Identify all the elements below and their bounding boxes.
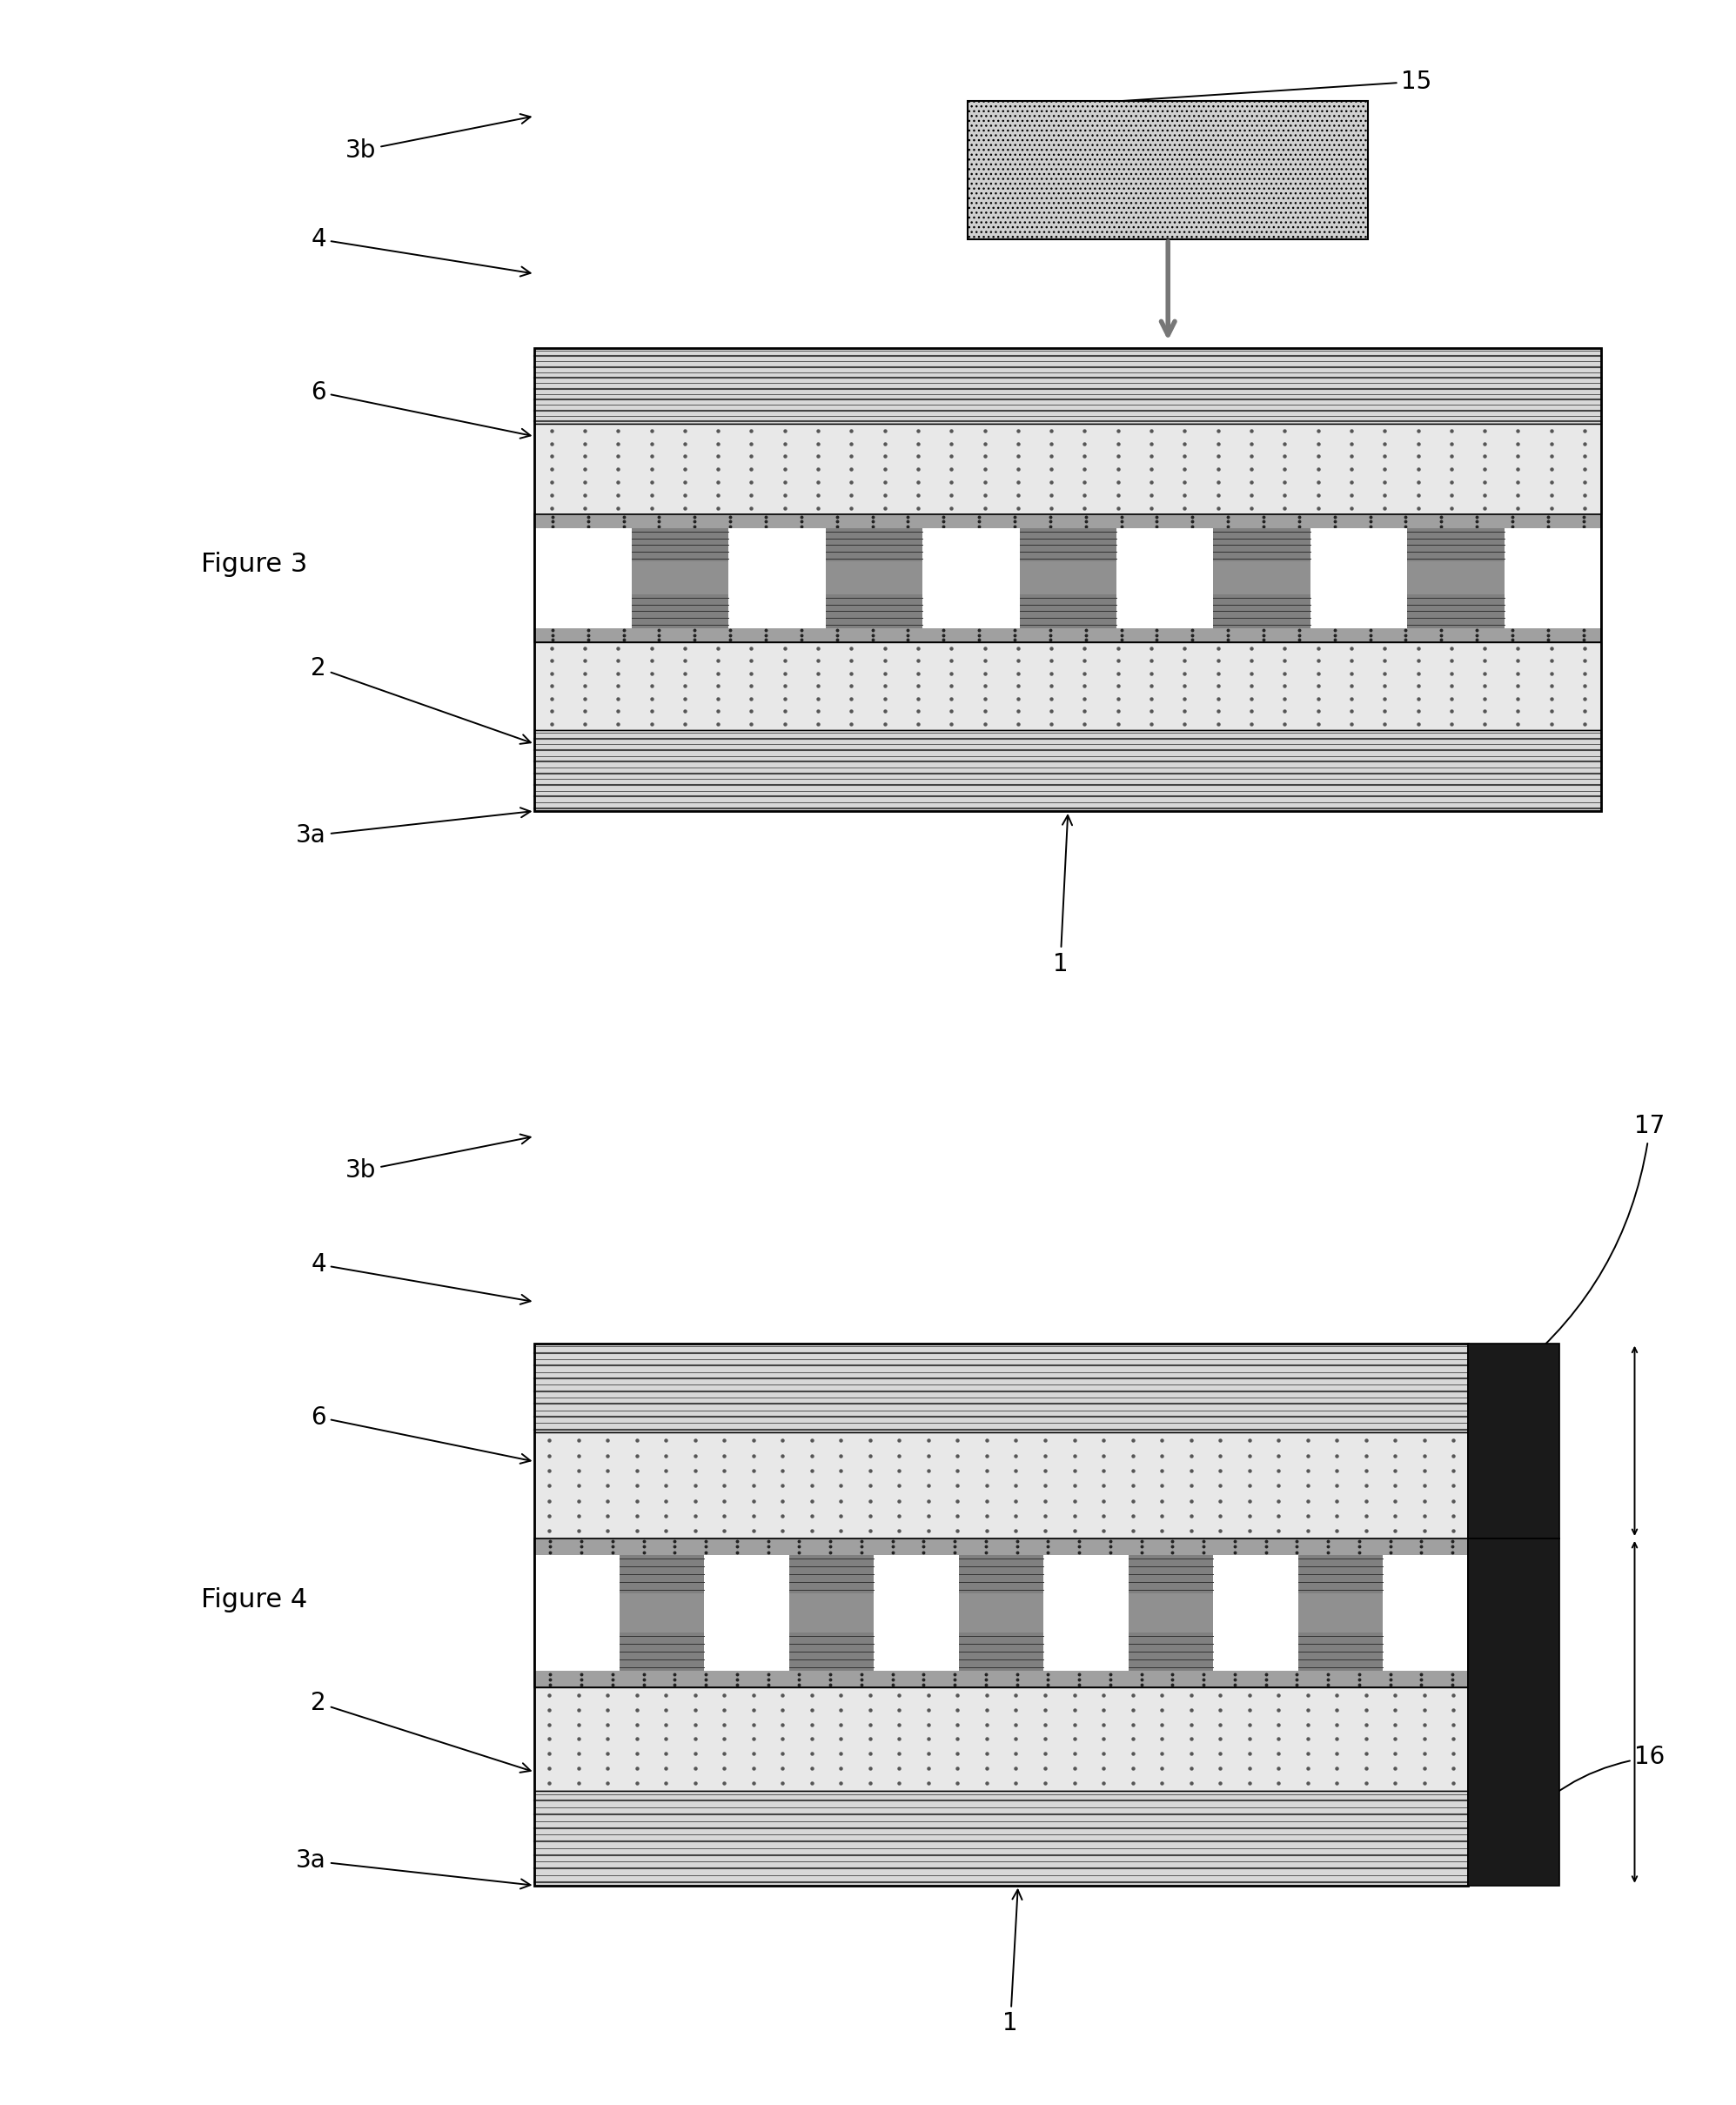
Text: 15: 15 [972,69,1432,116]
Bar [1213,562,1311,596]
Bar [1469,1343,1559,1539]
Bar [535,423,1601,514]
Bar [826,596,922,627]
Text: 2: 2 [311,657,531,743]
Bar [535,514,1601,528]
Text: 16: 16 [1517,1745,1665,1829]
Text: 17: 17 [1517,1114,1665,1370]
Text: 3b: 3b [345,1135,531,1183]
Bar [790,1593,873,1631]
Bar [790,1556,873,1593]
Bar [535,514,1601,642]
Bar [826,562,922,596]
Bar [535,1688,1469,1791]
Bar [1213,1556,1299,1671]
Bar [1469,1539,1559,1886]
Bar [1116,528,1213,627]
Bar [535,1539,1469,1688]
Bar [620,1556,705,1593]
Bar [1408,596,1505,627]
Bar [535,1539,1469,1556]
Bar [1213,528,1311,562]
Bar [535,514,1601,642]
Bar [1128,1593,1213,1631]
Bar [535,1343,1469,1434]
Bar [969,101,1368,240]
Bar [535,347,1601,423]
Bar [1311,528,1408,627]
Text: 6: 6 [311,379,531,438]
Bar [632,528,729,562]
Bar [535,1343,1469,1886]
Bar [1408,528,1505,562]
Bar [1019,528,1116,562]
Bar [1019,596,1116,627]
Bar [705,1556,790,1671]
Bar [1299,1556,1384,1593]
Bar [632,562,729,596]
Text: Figure 4: Figure 4 [201,1587,307,1612]
Text: 2: 2 [311,1690,531,1772]
Bar [535,1791,1469,1886]
Bar [535,1434,1469,1539]
Bar [958,1631,1043,1671]
Bar [535,730,1601,810]
Text: Figure 3: Figure 3 [201,552,307,577]
Bar [958,1556,1043,1593]
Bar [535,528,632,627]
Bar [729,528,826,627]
Bar [958,1593,1043,1631]
Bar [632,596,729,627]
Text: 3b: 3b [345,114,531,162]
Bar [922,528,1019,627]
Text: 1: 1 [1003,1890,1023,2036]
Bar [620,1593,705,1631]
Text: 3a: 3a [297,808,531,848]
Bar [535,627,1601,642]
Text: 3a: 3a [297,1848,531,1888]
Bar [1128,1631,1213,1671]
Bar [535,1671,1469,1688]
Bar [1043,1556,1128,1671]
Bar [1213,596,1311,627]
Text: 4: 4 [311,227,531,276]
Bar [1299,1593,1384,1631]
Bar [535,1556,620,1671]
Bar [620,1631,705,1671]
Bar [1128,1556,1213,1593]
Bar [1019,562,1116,596]
Bar [535,347,1601,810]
Bar [1384,1556,1469,1671]
Bar [790,1631,873,1671]
Bar [1299,1631,1384,1671]
Bar [535,642,1601,730]
Bar [873,1556,958,1671]
Bar [826,528,922,562]
Bar [1505,528,1601,627]
Bar [1408,562,1505,596]
Text: 6: 6 [311,1404,531,1463]
Text: 1: 1 [1052,815,1073,977]
Bar [535,1539,1469,1688]
Text: 4: 4 [311,1252,531,1305]
